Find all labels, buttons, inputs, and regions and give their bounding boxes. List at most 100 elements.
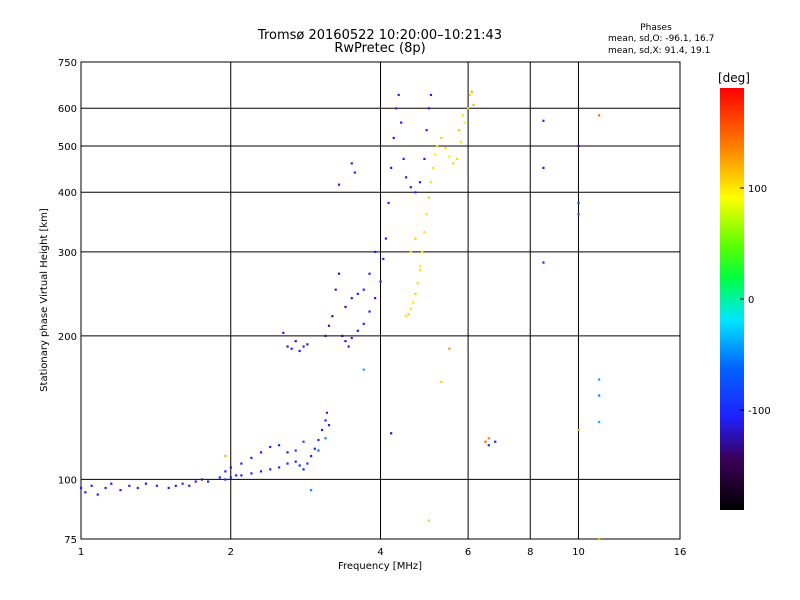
data-point [224, 454, 227, 458]
data-point [194, 480, 197, 483]
data-point [350, 162, 353, 165]
y-tick-label: 200 [58, 332, 77, 343]
data-point [440, 381, 443, 384]
data-point [577, 213, 580, 216]
data-point [418, 265, 422, 268]
data-point [542, 166, 545, 170]
data-point [494, 440, 497, 443]
data-point [136, 486, 139, 490]
data-point [302, 468, 305, 471]
data-point [412, 301, 415, 304]
grid-lines [80, 61, 681, 540]
x-axis-ticks: 1 2 4 6 8 10 16 [78, 547, 687, 558]
data-point [598, 378, 601, 381]
data-point [384, 237, 388, 240]
data-point [229, 466, 232, 469]
phase-heading: Phases [640, 23, 672, 33]
data-point [290, 347, 293, 350]
data-point [294, 340, 297, 343]
data-point [337, 183, 341, 186]
data-point [310, 489, 313, 492]
data-point [362, 368, 365, 371]
data-point [487, 444, 490, 447]
y-tick-label: 100 [58, 475, 77, 486]
data-point [409, 307, 412, 310]
y-axis-ticks: 75 100 200 300 400 500 600 750 [58, 58, 77, 546]
data-point [362, 322, 365, 325]
data-point [110, 482, 113, 485]
data-point [155, 484, 158, 487]
data-point [302, 440, 305, 443]
data-point [286, 462, 289, 465]
data-point [320, 428, 324, 432]
data-point [468, 93, 472, 97]
data-point [402, 157, 405, 161]
data-point [259, 451, 263, 454]
data-point [404, 315, 408, 318]
data-point [218, 476, 221, 479]
data-point [421, 250, 424, 254]
chart-subtitle: RwPretec (8p) [334, 41, 425, 56]
data-point [331, 315, 334, 318]
data-point [416, 282, 419, 285]
colorbar-ticks: 100 0 -100 [740, 184, 771, 417]
colorbar-label: [deg] [718, 71, 750, 85]
data-point [250, 472, 253, 475]
plot-frame [80, 61, 681, 540]
data-point [374, 250, 377, 254]
data-point [409, 250, 412, 254]
data-point [324, 437, 327, 440]
data-point [577, 428, 580, 432]
data-point [542, 119, 545, 122]
data-point [598, 114, 601, 117]
data-point [206, 480, 210, 483]
y-tick-label: 500 [58, 142, 77, 153]
data-point [167, 486, 170, 490]
data-point [598, 420, 601, 424]
data-point [440, 136, 443, 140]
data-point [598, 538, 601, 541]
data-point [310, 454, 313, 458]
y-axis-label: Stationary phase Virtual Height [km] [39, 208, 50, 392]
data-point [368, 272, 371, 275]
data-point [452, 162, 455, 165]
data-point [353, 171, 356, 174]
data-point [397, 93, 400, 97]
x-tick-label: 8 [527, 547, 533, 558]
data-point [325, 411, 329, 414]
data-point [317, 438, 320, 442]
data-point [414, 292, 417, 295]
x-axis-label: Frequency [MHz] [338, 561, 422, 572]
data-point [235, 474, 238, 477]
data-point [317, 449, 320, 452]
colorbar-tick-label: 100 [748, 184, 767, 195]
data-point [200, 478, 204, 481]
x-tick-label: 1 [78, 547, 84, 558]
data-point [427, 196, 430, 199]
data-point [382, 257, 385, 261]
data-point [423, 157, 426, 161]
data-point [423, 231, 426, 234]
data-point [84, 491, 87, 494]
data-point [470, 90, 473, 93]
data-point [298, 349, 301, 353]
data-point [457, 129, 461, 132]
data-point [463, 121, 466, 124]
data-point [368, 310, 371, 313]
data-point [259, 470, 263, 473]
data-point [341, 334, 344, 338]
data-point [344, 305, 347, 309]
data-point [456, 157, 459, 161]
data-point [390, 166, 393, 170]
data-point [327, 424, 331, 427]
data-point [181, 482, 184, 485]
data-point [429, 181, 433, 184]
data-point [337, 272, 341, 275]
data-point [461, 114, 464, 117]
phase-x-stats: mean, sd,X: 91.4, 19.1 [608, 46, 710, 56]
y-tick-label: 300 [58, 248, 77, 259]
data-point [431, 166, 435, 170]
data-point [224, 478, 227, 481]
data-point [90, 484, 93, 487]
data-point [224, 470, 227, 473]
